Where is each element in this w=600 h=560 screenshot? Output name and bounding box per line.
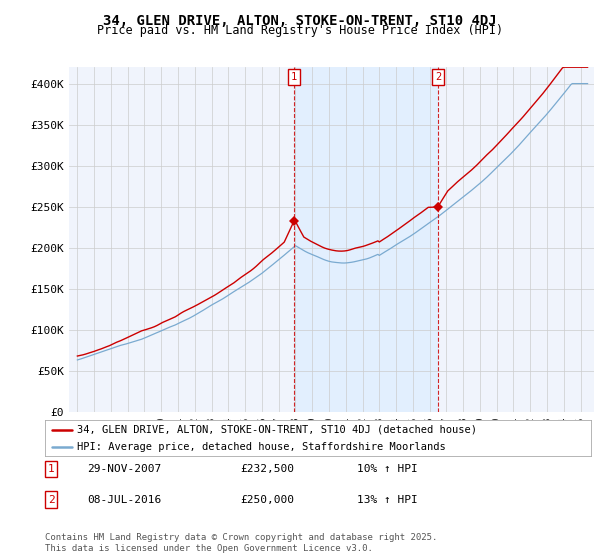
Text: 2: 2 (47, 494, 55, 505)
Text: £232,500: £232,500 (240, 464, 294, 474)
Text: Price paid vs. HM Land Registry's House Price Index (HPI): Price paid vs. HM Land Registry's House … (97, 24, 503, 37)
Text: 1: 1 (291, 72, 297, 82)
Text: 13% ↑ HPI: 13% ↑ HPI (357, 494, 418, 505)
Text: £250,000: £250,000 (240, 494, 294, 505)
Text: Contains HM Land Registry data © Crown copyright and database right 2025.
This d: Contains HM Land Registry data © Crown c… (45, 533, 437, 553)
Text: 29-NOV-2007: 29-NOV-2007 (87, 464, 161, 474)
Text: 08-JUL-2016: 08-JUL-2016 (87, 494, 161, 505)
Bar (294, 67, 439, 412)
Text: 34, GLEN DRIVE, ALTON, STOKE-ON-TRENT, ST10 4DJ (detached house): 34, GLEN DRIVE, ALTON, STOKE-ON-TRENT, S… (77, 425, 476, 435)
Text: 1: 1 (47, 464, 55, 474)
Text: HPI: Average price, detached house, Staffordshire Moorlands: HPI: Average price, detached house, Staf… (77, 442, 445, 451)
Text: 34, GLEN DRIVE, ALTON, STOKE-ON-TRENT, ST10 4DJ: 34, GLEN DRIVE, ALTON, STOKE-ON-TRENT, S… (103, 14, 497, 28)
Text: 10% ↑ HPI: 10% ↑ HPI (357, 464, 418, 474)
Text: 2: 2 (435, 72, 442, 82)
